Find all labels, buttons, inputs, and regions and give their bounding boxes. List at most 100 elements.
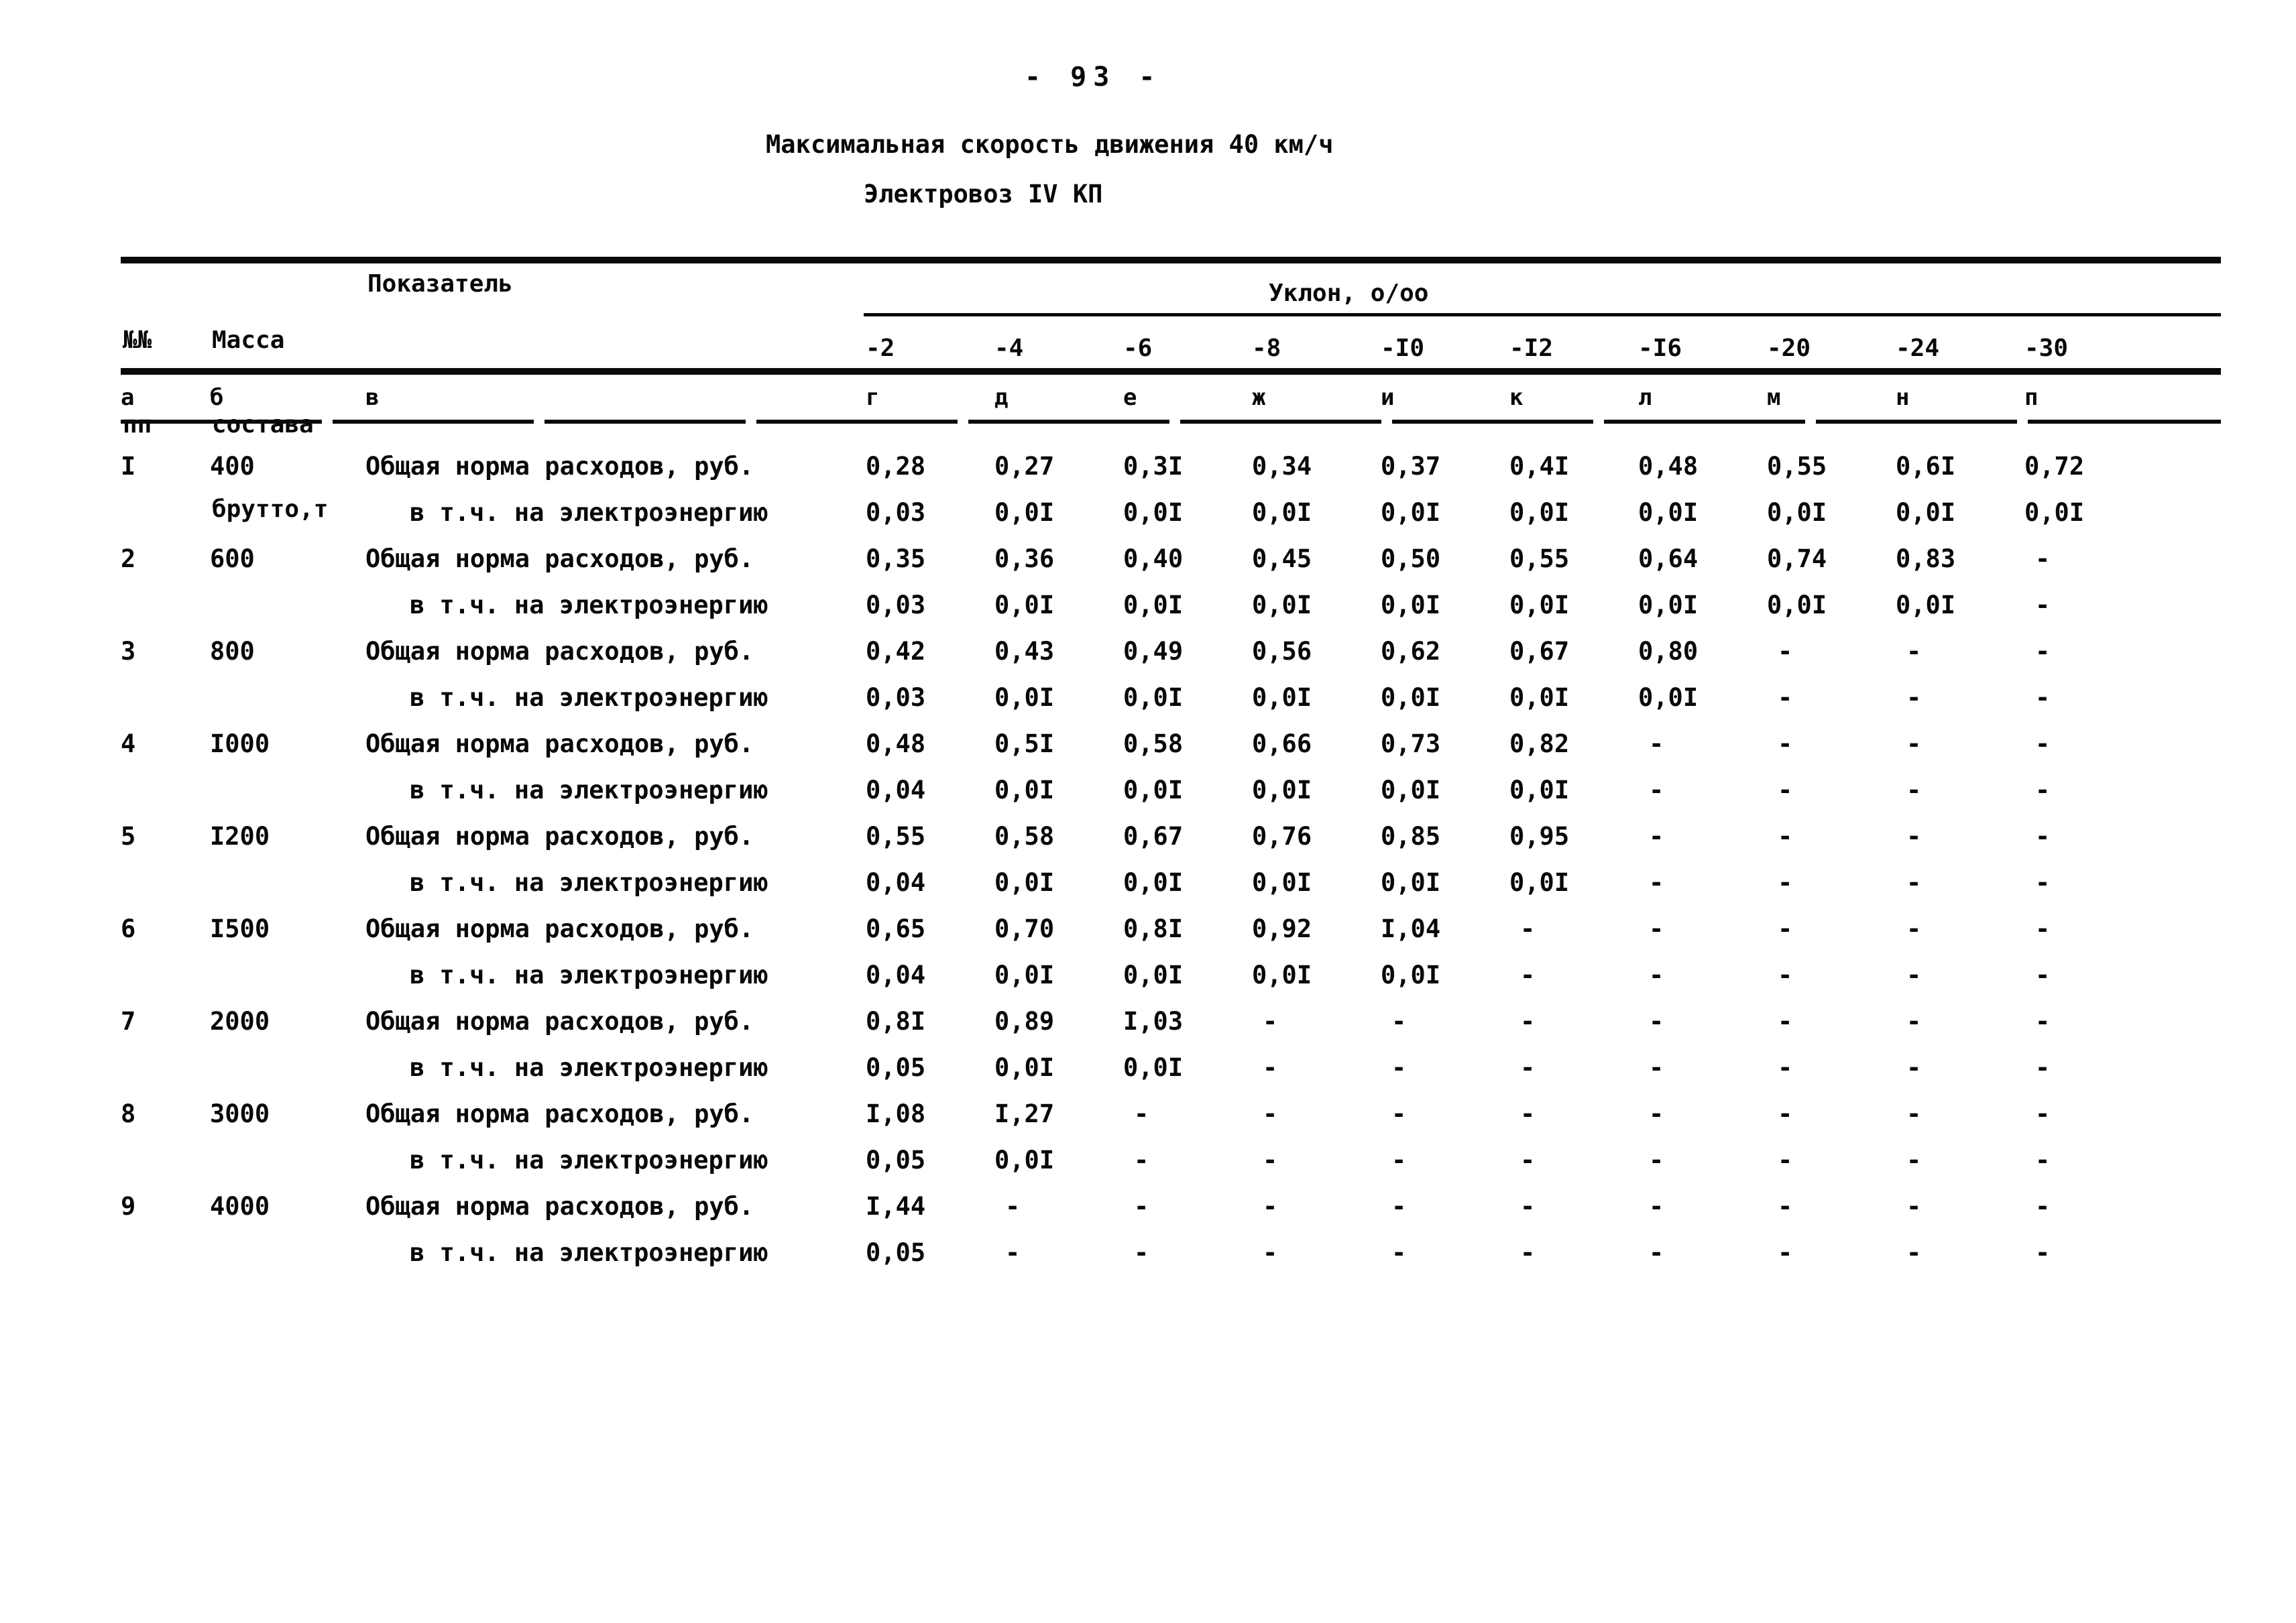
column-letter: г	[866, 384, 880, 411]
row-value: 0,37	[1381, 452, 1441, 481]
row-value: I,27	[994, 1099, 1055, 1128]
row-value: -	[2035, 914, 2051, 943]
slope-header: -8	[1252, 335, 1281, 362]
row-value: -	[1778, 868, 1793, 897]
row-value: -	[1906, 914, 1922, 943]
row-value: 0,0I	[1123, 868, 1184, 897]
document-title: Максимальная скорость движения 40 км/ч	[766, 130, 1334, 159]
table-row: 3 800 Общая норма расходов, руб. 0,42 0,43 0,…	[121, 628, 2153, 674]
row-value: 0,05	[866, 1146, 926, 1175]
row-value: -	[1906, 1238, 1922, 1267]
row-value: 0,03	[866, 683, 926, 712]
row-value: -	[1906, 1007, 1922, 1036]
row-value: 0,04	[866, 776, 926, 804]
row-value: -	[1391, 1007, 1407, 1036]
row-value: -	[1520, 1053, 1536, 1082]
row-value: 0,0I	[1767, 591, 1827, 619]
row-value: 0,74	[1767, 544, 1827, 573]
row-value: -	[1263, 1053, 1278, 1082]
column-letter: н	[1896, 384, 1910, 411]
document-subtitle: Электровоз IV КП	[864, 180, 1103, 208]
row-value: 0,03	[866, 498, 926, 527]
row-value: 0,95	[1509, 822, 1570, 851]
row-mass: 2000	[210, 1007, 270, 1036]
row-value: -	[2035, 1192, 2051, 1221]
row-value: 0,0I	[1638, 683, 1699, 712]
row-value: 0,0I	[1252, 498, 1312, 527]
row-number: 5	[121, 822, 136, 851]
row-value: 0,4I	[1509, 452, 1570, 481]
table-row: в т.ч. на электроэнергию 0,04 0,0I 0,0I 0,0I…	[121, 952, 2153, 998]
row-value: 0,50	[1381, 544, 1441, 573]
row-value: -	[1134, 1238, 1149, 1267]
slope-header: -30	[2024, 335, 2069, 362]
row-value: 0,64	[1638, 544, 1699, 573]
row-value: -	[2035, 1099, 2051, 1128]
row-value: -	[1649, 1099, 1664, 1128]
row-value: 0,89	[994, 1007, 1055, 1036]
row-value: -	[1649, 1238, 1664, 1267]
row-value: -	[1520, 1007, 1536, 1036]
row-value: 0,0I	[994, 683, 1055, 712]
row-value: -	[1906, 868, 1922, 897]
row-value: 0,0I	[1252, 683, 1312, 712]
row-value: -	[1906, 683, 1922, 712]
row-mass: I200	[210, 822, 270, 851]
row-number: 9	[121, 1192, 136, 1221]
table-row: 2 600 Общая норма расходов, руб. 0,35 0,36 0,…	[121, 536, 2153, 582]
row-value: -	[2035, 1007, 2051, 1036]
row-value: 0,55	[1767, 452, 1827, 481]
row-value: 0,0I	[1638, 591, 1699, 619]
row-value: -	[1263, 1146, 1278, 1175]
row-indicator: в т.ч. на электроэнергию	[410, 776, 768, 804]
row-value: -	[1778, 1146, 1793, 1175]
norms-table: №№ пп Масса состава брутто,т Показатель …	[121, 257, 2221, 1316]
row-mass: I000	[210, 729, 270, 758]
row-indicator: в т.ч. на электроэнергию	[410, 1238, 768, 1267]
row-value: -	[1778, 822, 1793, 851]
slope-group-underline	[864, 313, 2221, 316]
row-value: -	[2035, 961, 2051, 989]
row-value: 0,27	[994, 452, 1055, 481]
table-row: 4 I000 Общая норма расходов, руб. 0,48 0,5I 0…	[121, 721, 2153, 767]
column-header-number-line1: №№	[123, 326, 152, 354]
row-value: -	[1520, 961, 1536, 989]
column-header-mass-line1: Масса	[212, 326, 285, 354]
row-indicator: в т.ч. на электроэнергию	[410, 498, 768, 527]
row-value: -	[1906, 729, 1922, 758]
row-value: 0,0I	[1123, 591, 1184, 619]
table-row: в т.ч. на электроэнергию 0,03 0,0I 0,0I 0,0I…	[121, 582, 2153, 628]
row-value: 0,0I	[994, 591, 1055, 619]
table-row: 8 3000 Общая норма расходов, руб. I,08 I,27 -…	[121, 1091, 2153, 1137]
row-value: -	[1906, 822, 1922, 851]
row-indicator: Общая норма расходов, руб.	[365, 1192, 754, 1221]
table-row: в т.ч. на электроэнергию 0,05 0,0I - - - - - - - -	[121, 1137, 2153, 1183]
row-value: -	[2035, 637, 2051, 666]
column-letter: п	[2024, 384, 2039, 411]
row-value: 0,36	[994, 544, 1055, 573]
row-value: 0,0I	[1123, 1053, 1184, 1082]
row-value: 0,05	[866, 1238, 926, 1267]
row-value: I,08	[866, 1099, 926, 1128]
slope-header: -2	[866, 335, 895, 362]
header-separator-rule	[121, 368, 2221, 375]
column-letter: б	[210, 384, 224, 411]
slope-header: -24	[1896, 335, 1940, 362]
row-value: 0,42	[866, 637, 926, 666]
row-value: 0,0I	[1381, 776, 1441, 804]
row-value: -	[1263, 1007, 1278, 1036]
row-value: 0,0I	[1509, 776, 1570, 804]
slope-header: -I6	[1638, 335, 1682, 362]
row-value: 0,55	[866, 822, 926, 851]
row-indicator: Общая норма расходов, руб.	[365, 452, 754, 481]
slope-values-row: -2 -4 -6 -8 -I0 -I2 -I6 -20 -24 -30	[121, 335, 2153, 362]
row-value: 0,85	[1381, 822, 1441, 851]
table-row: 5 I200 Общая норма расходов, руб. 0,55 0,58 0…	[121, 813, 2153, 859]
column-letter: к	[1509, 384, 1524, 411]
row-value: -	[1778, 961, 1793, 989]
row-number: 3	[121, 637, 136, 666]
row-indicator: Общая норма расходов, руб.	[365, 914, 754, 943]
row-value: -	[1778, 683, 1793, 712]
row-value: -	[1649, 868, 1664, 897]
column-letters-row: а б в г д е ж и к л м н п	[121, 384, 2153, 411]
